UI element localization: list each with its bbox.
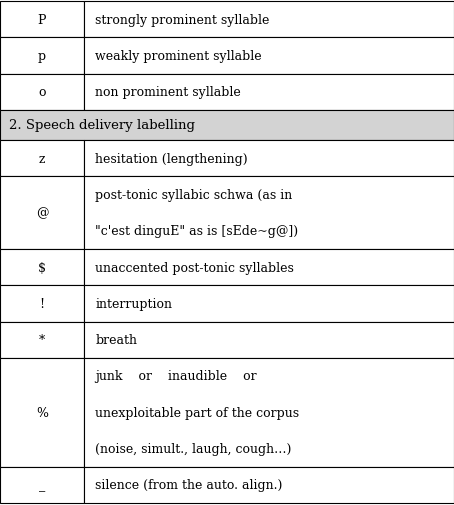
Text: junk    or    inaudible    or: junk or inaudible or xyxy=(95,370,257,383)
Bar xyxy=(84,467,454,503)
Text: 2. Speech delivery labelling: 2. Speech delivery labelling xyxy=(9,119,195,132)
Bar xyxy=(84,74,454,111)
Text: o: o xyxy=(38,86,46,99)
Bar xyxy=(84,249,454,286)
Bar xyxy=(0,358,84,467)
Text: interruption: interruption xyxy=(95,297,173,310)
Text: unexploitable part of the corpus: unexploitable part of the corpus xyxy=(95,406,300,419)
Bar xyxy=(0,286,84,322)
Bar xyxy=(0,249,84,286)
Bar xyxy=(0,38,84,74)
Text: !: ! xyxy=(39,297,44,310)
Text: _: _ xyxy=(39,478,45,491)
Bar xyxy=(84,141,454,177)
Bar xyxy=(84,177,454,249)
Text: "c'est dinguE" as is [sEde~g@]): "c'est dinguE" as is [sEde~g@]) xyxy=(95,225,298,238)
Bar xyxy=(0,111,454,141)
Text: @: @ xyxy=(36,207,48,220)
Text: silence (from the auto. align.): silence (from the auto. align.) xyxy=(95,478,283,491)
Text: $: $ xyxy=(38,261,46,274)
Text: breath: breath xyxy=(95,333,138,346)
Text: z: z xyxy=(39,153,45,166)
Bar xyxy=(0,322,84,358)
Bar xyxy=(0,467,84,503)
Text: strongly prominent syllable: strongly prominent syllable xyxy=(95,14,270,27)
Text: non prominent syllable: non prominent syllable xyxy=(95,86,241,99)
Bar xyxy=(0,74,84,111)
Bar xyxy=(84,286,454,322)
Bar xyxy=(84,358,454,467)
Bar xyxy=(0,177,84,249)
Bar xyxy=(0,141,84,177)
Text: unaccented post-tonic syllables: unaccented post-tonic syllables xyxy=(95,261,294,274)
Bar xyxy=(84,322,454,358)
Text: weakly prominent syllable: weakly prominent syllable xyxy=(95,50,262,63)
Text: (noise, simult., laugh, cough…): (noise, simult., laugh, cough…) xyxy=(95,442,292,455)
Text: *: * xyxy=(39,333,45,346)
Bar xyxy=(0,2,84,38)
Bar xyxy=(84,38,454,74)
Text: hesitation (lengthening): hesitation (lengthening) xyxy=(95,153,248,166)
Text: %: % xyxy=(36,406,48,419)
Text: P: P xyxy=(38,14,46,27)
Bar xyxy=(84,2,454,38)
Text: p: p xyxy=(38,50,46,63)
Text: post-tonic syllabic schwa (as in: post-tonic syllabic schwa (as in xyxy=(95,189,292,201)
